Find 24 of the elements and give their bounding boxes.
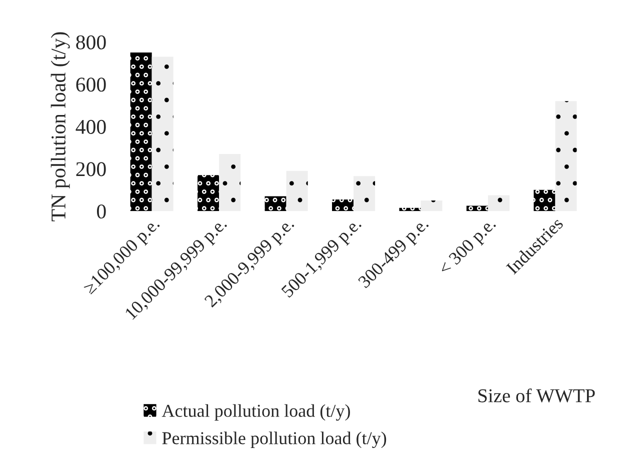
y-axis-title: TN pollution load (t/y) (50, 32, 70, 222)
bar (354, 176, 376, 212)
x-tick-label: < 300 p.e. (438, 217, 499, 278)
legend-label: Permissible pollution load (t/y) (162, 432, 386, 448)
bar (264, 196, 286, 212)
bar (152, 56, 174, 212)
bar (332, 199, 354, 212)
y-tick-label: 400 (76, 120, 106, 134)
bar (198, 175, 220, 212)
bar (555, 101, 577, 212)
bar (399, 208, 421, 212)
x-axis-title: Size of WWTP (478, 388, 595, 402)
bar (219, 154, 241, 212)
bar (534, 190, 556, 212)
y-tick-label: 600 (76, 78, 106, 92)
bar (488, 195, 510, 212)
bar (466, 206, 488, 212)
y-tick-label: 0 (96, 204, 106, 218)
legend-label: Actual pollution load (t/y) (162, 404, 350, 421)
y-tick-label: 200 (76, 162, 106, 176)
y-tick-label: 800 (76, 35, 106, 50)
bar (420, 200, 442, 212)
bar (286, 170, 308, 212)
bar (130, 52, 152, 212)
